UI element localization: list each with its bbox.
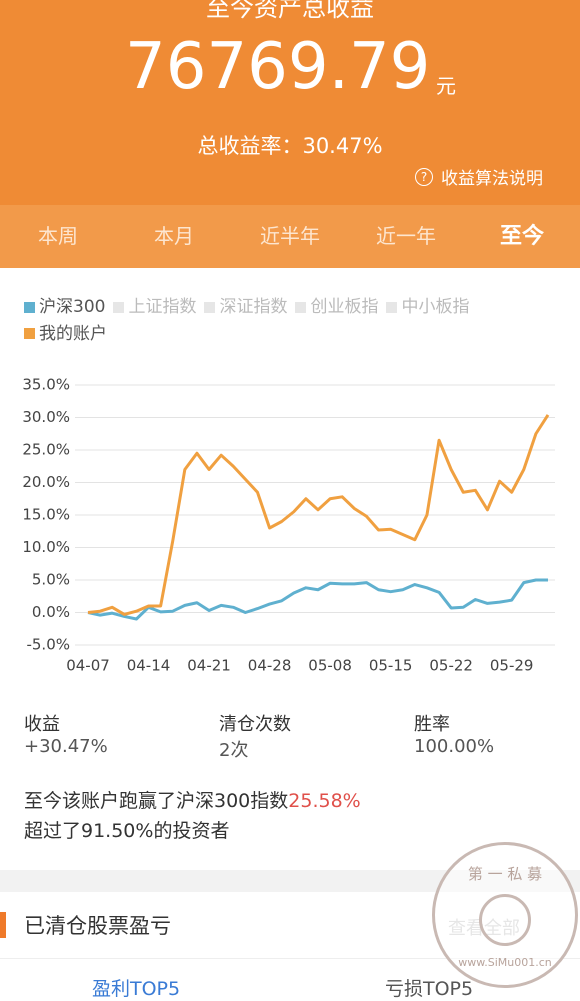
legend-label: 深证指数 [219,297,288,317]
x-tick-label: 05-22 [429,657,473,675]
series-line [87,414,550,616]
stat: 收益 +30.47% [24,710,108,757]
x-tick-label: 05-29 [490,657,534,675]
title: 至今资产总收益 [206,0,374,22]
legend-item[interactable]: 创业板指 [295,294,378,320]
legend-item[interactable]: 我的账户 [24,321,107,347]
stat-value: +30.47% [24,736,108,757]
help[interactable]: ? 收益算法说明 [415,164,543,189]
y-tick-label: 10.0% [22,538,70,556]
x-tick-label: 04-28 [248,657,292,675]
legend: 沪深300 上证指数 深证指数 创业板指 中小板指我的账户 [24,294,564,347]
stat-label: 清仓次数 [219,714,291,735]
legend-label: 上证指数 [128,297,197,317]
summary-text: 至今该账户跑赢了沪深300指数 [24,790,289,812]
legend-label: 中小板指 [401,297,470,317]
rate: 总收益率：30.47% [197,134,383,158]
series-line [87,578,548,621]
legend-item[interactable]: 中小板指 [386,294,469,320]
legend-swatch [386,301,398,313]
x-tick-label: 04-21 [187,657,231,675]
beat-value: 25.58% [288,790,361,812]
stat: 胜率 100.00% [414,710,494,757]
y-tick-label: 15.0% [22,506,70,524]
watermark: 第 一 私 募 www.SiMu001.cn [432,842,578,988]
y-tick-label: 5.0% [32,571,70,589]
amount: 76769.79 [125,30,431,104]
period-tab[interactable]: 至今 [499,224,544,249]
section-title: 已清仓股票盈亏 [24,914,171,938]
x-tick-label: 04-07 [66,657,110,675]
period-tab[interactable]: 近一年 [376,224,436,248]
chart: -5.0% 0.0% 5.0% 10.0% 15.0% 20.0% 25.0% 30.0% 35… [22,376,555,675]
period-tab[interactable]: 本月 [154,224,194,248]
x-tick-label: 05-08 [308,657,352,675]
period-tab[interactable]: 本周 [38,224,78,248]
legend-swatch [295,301,307,313]
y-tick-label: 30.0% [22,408,70,426]
watermark-url: www.SiMu001.cn [458,956,552,969]
legend-swatch [113,301,125,313]
section-marker [0,912,6,938]
header: 至今资产总收益 76769.79 元 总收益率：30.47% ? 收益算法说明 [0,0,580,205]
y-tick-label: 0.0% [32,603,70,621]
stat-value: 100.00% [414,736,495,757]
y-tick-label: 25.0% [22,441,70,459]
stat-value: 2次 [219,740,249,761]
period-tabs: 本周 本月 近半年 近一年 至今 [0,205,580,268]
stat-label: 收益 [24,714,60,735]
y-tick-label: 35.0% [22,376,70,394]
watermark-top: 第 一 私 募 [467,865,543,883]
legend-item[interactable]: 深证指数 [204,294,287,320]
legend-label: 我的账户 [39,323,107,344]
separator [0,870,580,892]
stat-label: 胜率 [414,714,450,735]
summary-line: 至今该账户跑赢了沪深300指数25.58% [24,786,361,816]
y-tick-label: 20.0% [22,473,70,491]
legend-swatch [204,301,216,313]
y-tick-label: -5.0% [26,636,70,654]
help-text: 收益算法说明 [441,169,543,189]
sub-tab[interactable]: 亏损TOP5 [385,978,474,1000]
stat: 清仓次数 2次 [219,710,291,762]
x-tick-label: 05-15 [369,657,413,675]
summary: 至今该账户跑赢了沪深300指数25.58% 超过了91.50%的投资者 [24,786,361,846]
legend-swatch [24,301,35,313]
unit: 元 [436,74,456,98]
legend-swatch [24,328,35,339]
legend-label: 创业板指 [310,297,379,317]
sub-tab[interactable]: 盈利TOP5 [92,978,181,1000]
help-icon: ? [415,167,433,186]
x-tick-label: 04-14 [127,657,171,675]
legend-item[interactable]: 沪深300 [24,294,105,320]
divider [0,958,580,959]
legend-item[interactable]: 上证指数 [113,294,196,320]
watermark-logo [479,894,531,946]
legend-label: 沪深300 [39,297,106,317]
summary-line: 超过了91.50%的投资者 [24,820,230,842]
period-tab[interactable]: 近半年 [260,224,320,248]
